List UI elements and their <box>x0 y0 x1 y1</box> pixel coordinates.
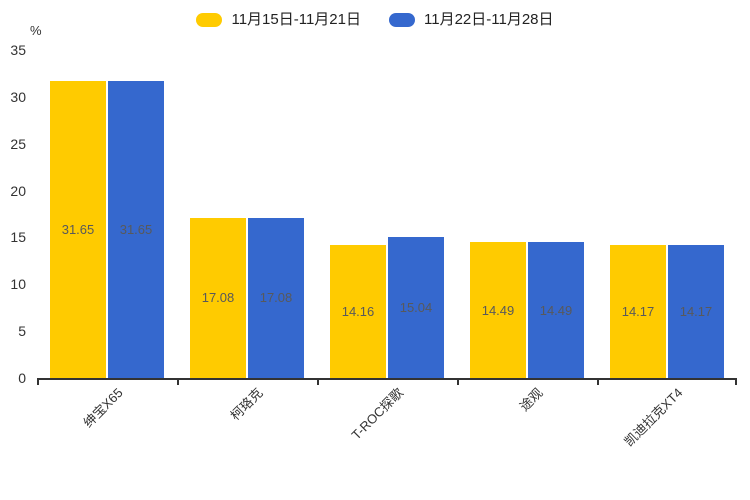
legend-item-2[interactable]: 11月22日-11月28日 <box>389 11 554 29</box>
bar-value-label: 14.16 <box>341 304 375 320</box>
y-axis-tick-label: 30 <box>10 88 26 105</box>
bar-value-label: 14.17 <box>621 304 655 320</box>
legend-label: 11月15日-11月21日 <box>231 11 361 28</box>
plot-area: 31.65 17.08 14.16 14.49 14.17 31.65 17.08 15.04… <box>37 50 737 385</box>
y-axis-tick-labels: 0 5 10 15 20 25 30 35 <box>0 42 26 386</box>
x-axis-category-label: 绅宝X65 <box>0 384 125 430</box>
y-axis-tick-label: 0 <box>18 370 26 386</box>
x-axis-category-text: 凯迪拉克XT4 <box>621 385 686 450</box>
bar-series1-cat5[interactable]: 14.17 <box>610 245 666 378</box>
y-axis-unit-label: % <box>30 23 42 38</box>
bar-value-label: 31.65 <box>61 222 95 238</box>
legend-swatch-icon <box>389 13 415 27</box>
x-axis-category-text: T-ROC探歌 <box>348 385 406 443</box>
bar-series1-cat3[interactable]: 14.16 <box>330 245 386 378</box>
bar-series2-cat4[interactable]: 14.49 <box>528 242 584 378</box>
x-axis-tick <box>457 378 459 385</box>
bar-series1-cat1[interactable]: 31.65 <box>50 81 106 378</box>
x-axis-category-text: 柯珞克 <box>227 385 266 424</box>
x-axis-category-label: T-ROC探歌 <box>195 384 406 443</box>
y-axis-tick-label: 35 <box>10 42 26 58</box>
y-axis-tick-label: 5 <box>18 323 26 340</box>
bar-value-label: 31.65 <box>119 222 153 238</box>
chart-legend: 11月15日-11月21日 11月22日-11月28日 <box>0 8 750 32</box>
bar-value-label: 14.49 <box>539 302 573 318</box>
legend-label: 11月22日-11月28日 <box>424 11 554 28</box>
bar-series2-cat3[interactable]: 15.04 <box>388 237 444 378</box>
y-axis-tick-label: 20 <box>10 182 26 199</box>
y-axis-tick-label: 25 <box>10 135 26 152</box>
bar-series2-cat2[interactable]: 17.08 <box>248 217 304 378</box>
y-axis-tick-label: 15 <box>10 229 26 246</box>
legend-swatch-icon <box>196 13 223 27</box>
bar-value-label: 15.04 <box>399 300 433 316</box>
bar-series2-cat5[interactable]: 14.17 <box>668 245 724 378</box>
x-axis-category-text: 绅宝X65 <box>80 385 126 431</box>
x-axis-category-label: 途观 <box>335 384 546 414</box>
x-axis-category-text: 途观 <box>516 385 546 415</box>
x-axis-tick <box>317 378 319 385</box>
x-axis-tick <box>735 378 737 385</box>
x-axis-category-label: 凯迪拉克XT4 <box>475 384 685 449</box>
x-axis-tick <box>37 378 39 385</box>
bar-series1-cat2[interactable]: 17.08 <box>190 217 246 378</box>
y-axis-tick-label: 10 <box>10 276 26 293</box>
legend-item-1[interactable]: 11月15日-11月21日 <box>196 11 361 29</box>
bar-series1-cat4[interactable]: 14.49 <box>470 242 526 378</box>
bar-value-label: 17.08 <box>259 290 293 306</box>
bar-value-label: 14.17 <box>679 304 713 320</box>
bar-value-label: 14.49 <box>481 302 515 318</box>
x-axis-category-label: 柯珞克 <box>55 384 265 423</box>
bar-series2-cat1[interactable]: 31.65 <box>108 81 164 378</box>
x-axis-tick <box>597 378 599 385</box>
x-axis-labels: 绅宝X65 柯珞克 T-ROC探歌 途观 凯迪拉克XT4 <box>0 384 750 500</box>
bar-value-label: 17.08 <box>201 290 235 306</box>
x-axis-tick <box>177 378 179 385</box>
